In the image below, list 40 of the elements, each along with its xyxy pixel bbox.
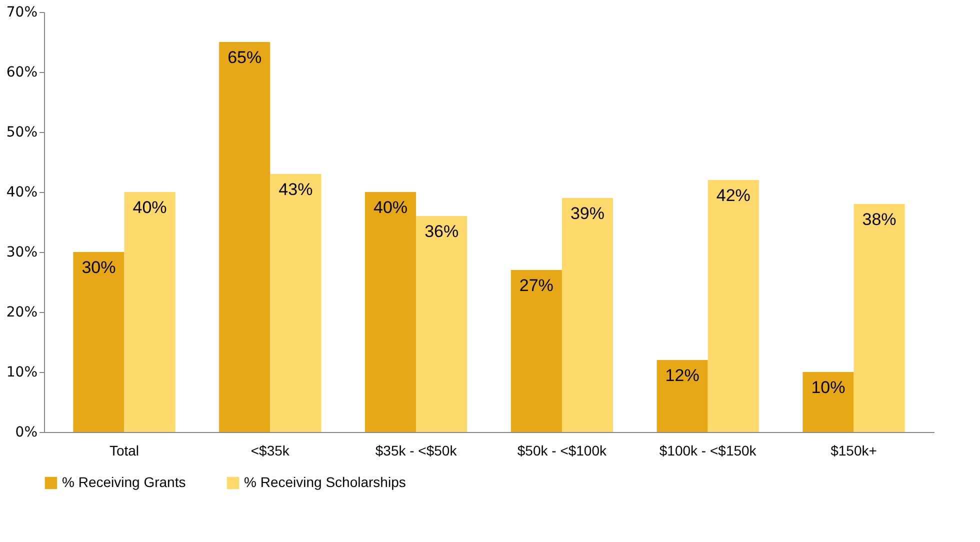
y-tick-label: 0% (15, 424, 38, 440)
legend-label: % Receiving Scholarships (244, 474, 406, 490)
data-label: 10% (811, 378, 846, 397)
bar (219, 42, 270, 432)
x-tick-label: <$35k (250, 442, 290, 458)
data-label: 38% (862, 210, 896, 229)
x-tick-label: Total (109, 442, 140, 458)
y-tick-label: 10% (6, 364, 38, 380)
data-label: 65% (228, 48, 262, 67)
data-label: 12% (665, 366, 700, 385)
y-tick-label: 60% (6, 64, 38, 80)
bar (854, 204, 905, 432)
data-label: 39% (570, 204, 604, 223)
bar (708, 180, 759, 432)
data-label: 43% (278, 180, 313, 199)
bar (270, 174, 322, 432)
bar (124, 192, 176, 432)
x-tick-label: $35k - <$50k (375, 442, 458, 458)
bar (416, 216, 468, 432)
bar (562, 198, 614, 432)
bar (364, 192, 416, 432)
y-tick-label: 50% (6, 124, 38, 140)
x-tick-label: $100k - <$150k (659, 442, 758, 458)
data-label: 42% (716, 186, 750, 205)
bar (802, 372, 854, 432)
x-tick-label: $50k - <$100k (517, 442, 608, 458)
bar (510, 270, 562, 432)
y-tick-label: 30% (6, 244, 38, 260)
data-label: 40% (132, 198, 167, 217)
y-tick-label: 20% (6, 304, 38, 320)
data-label: 30% (82, 258, 116, 277)
x-tick-label: $150k+ (830, 442, 877, 458)
data-label: 40% (374, 198, 408, 217)
y-tick-label: 40% (6, 184, 38, 200)
bar (656, 360, 708, 432)
bar (73, 252, 124, 432)
data-label: 36% (424, 222, 459, 241)
legend-label: % Receiving Grants (62, 474, 186, 490)
y-tick-label: 70% (6, 4, 38, 20)
data-label: 27% (519, 276, 554, 295)
